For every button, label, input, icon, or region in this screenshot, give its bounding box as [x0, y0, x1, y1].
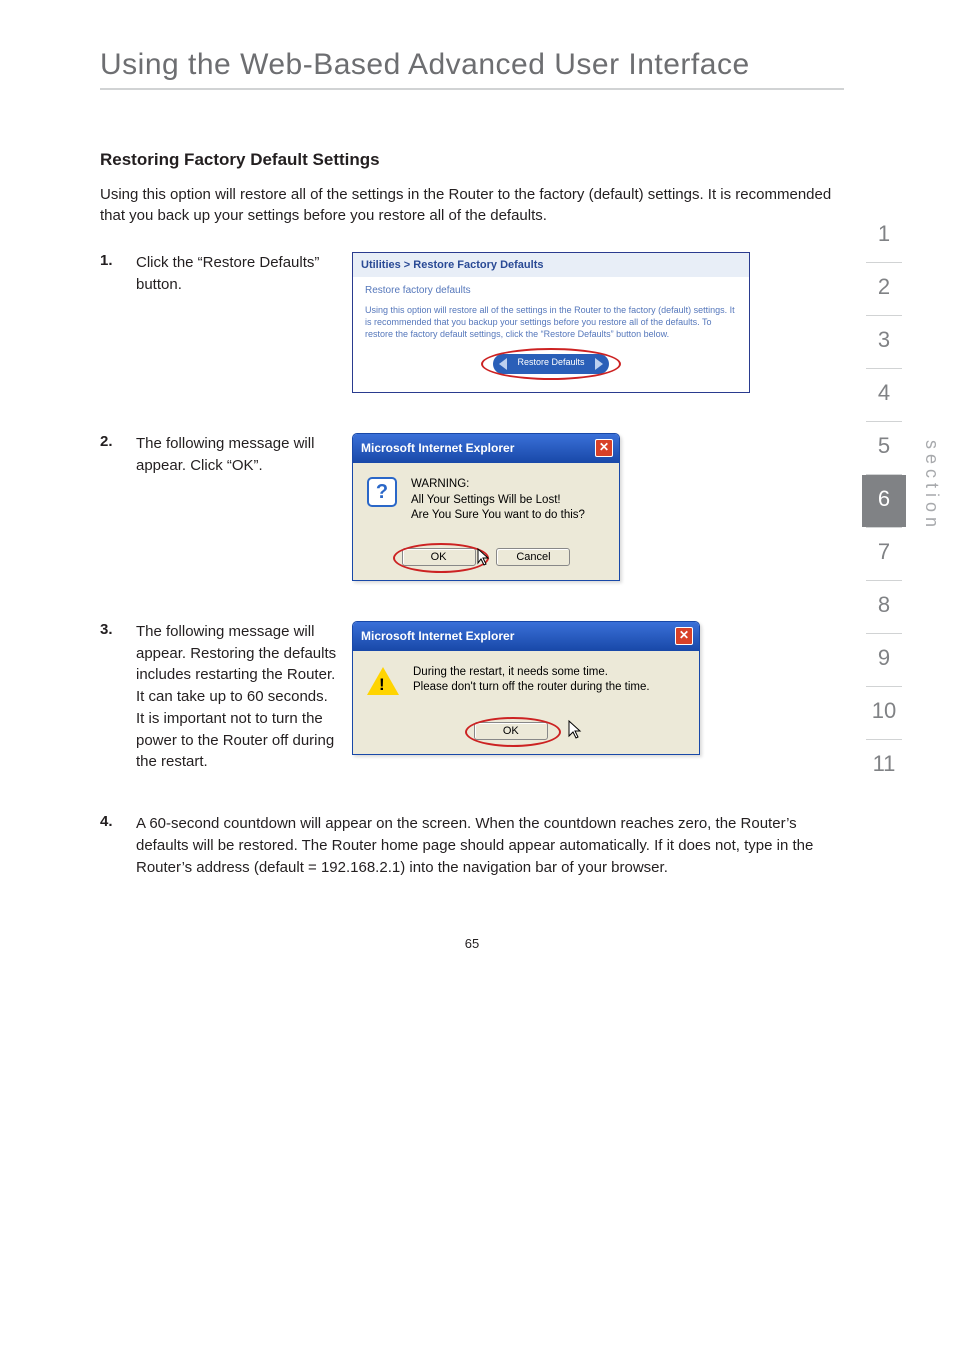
- step-3-number: 3.: [100, 621, 136, 638]
- title-rule: [100, 88, 844, 90]
- tab-3[interactable]: 3: [862, 316, 906, 368]
- dialog3-title: Microsoft Internet Explorer: [361, 629, 514, 643]
- intro-paragraph: Using this option will restore all of th…: [100, 184, 844, 226]
- tab-11[interactable]: 11: [862, 740, 906, 792]
- utilities-description: Using this option will restore all of th…: [365, 304, 737, 340]
- step-4: 4. A 60-second countdown will appear on …: [100, 813, 844, 878]
- question-icon: ?: [367, 477, 397, 507]
- dialog-titlebar: Microsoft Internet Explorer ✕: [353, 434, 619, 463]
- side-tabs: 1 2 3 4 5 6 7 8 9 10 11: [862, 210, 906, 792]
- tab-10[interactable]: 10: [862, 687, 906, 739]
- dialog-title: Microsoft Internet Explorer: [361, 441, 514, 455]
- step-3-text: The following message will appear. Resto…: [136, 621, 352, 773]
- restore-defaults-label: Restore Defaults: [493, 357, 609, 367]
- step-2-text: The following message will appear. Click…: [136, 433, 352, 477]
- dialog3-titlebar: Microsoft Internet Explorer ✕: [353, 622, 699, 651]
- utilities-header: Utilities > Restore Factory Defaults: [353, 253, 749, 277]
- tab-1[interactable]: 1: [862, 210, 906, 262]
- step-1-text: Click the “Restore Defaults” button.: [136, 252, 352, 296]
- side-section-label: section: [921, 440, 942, 532]
- tab-7[interactable]: 7: [862, 528, 906, 580]
- tab-8[interactable]: 8: [862, 581, 906, 633]
- tab-9[interactable]: 9: [862, 634, 906, 686]
- warning-glyph: !: [379, 675, 385, 695]
- utilities-body: Restore factory defaults Using this opti…: [353, 277, 749, 392]
- step-2: 2. The following message will appear. Cl…: [100, 433, 844, 581]
- step-1-screenshot: Utilities > Restore Factory Defaults Res…: [352, 252, 750, 393]
- step-4-number: 4.: [100, 813, 136, 830]
- restart-line1: During the restart, it needs some time.: [413, 666, 608, 678]
- ok-button[interactable]: OK: [402, 548, 476, 566]
- ok-button-3[interactable]: OK: [474, 722, 548, 740]
- dialog3-body: ! During the restart, it needs some time…: [353, 651, 699, 754]
- restart-line2: Please don't turn off the router during …: [413, 681, 650, 693]
- tab-4[interactable]: 4: [862, 369, 906, 421]
- page-title: Using the Web-Based Advanced User Interf…: [100, 48, 844, 82]
- warning-line3: Are You Sure You want to do this?: [411, 509, 585, 521]
- step-1: 1. Click the “Restore Defaults” button. …: [100, 252, 844, 393]
- cancel-button-label: Cancel: [516, 551, 550, 563]
- dialog-body: ? WARNING: All Your Settings Will be Los…: [353, 463, 619, 580]
- warning-line1: WARNING:: [411, 478, 469, 490]
- step-3: 3. The following message will appear. Re…: [100, 621, 844, 773]
- step-3-screenshot: Microsoft Internet Explorer ✕ ! During t…: [352, 621, 700, 755]
- cursor-icon-3: [566, 718, 584, 740]
- dialog3-buttons: OK: [367, 712, 685, 740]
- tab-2[interactable]: 2: [862, 263, 906, 315]
- close-icon-3[interactable]: ✕: [675, 627, 693, 645]
- dialog-content-row: ? WARNING: All Your Settings Will be Los…: [367, 477, 605, 524]
- dialog-buttons: OK Cancel: [367, 540, 605, 566]
- tab-5[interactable]: 5: [862, 422, 906, 474]
- restore-defaults-button[interactable]: Restore Defaults: [493, 354, 609, 374]
- cancel-button[interactable]: Cancel: [496, 548, 570, 566]
- ok-button-3-label: OK: [503, 725, 519, 737]
- step-1-number: 1.: [100, 252, 136, 269]
- ie-dialog-warning: Microsoft Internet Explorer ✕ ? WARNING:…: [352, 433, 620, 581]
- ok-button-label: OK: [431, 551, 447, 563]
- close-icon[interactable]: ✕: [595, 439, 613, 457]
- tab-6[interactable]: 6: [862, 475, 906, 527]
- cursor-icon: [476, 547, 490, 567]
- step-4-text: A 60-second countdown will appear on the…: [136, 813, 844, 878]
- ie-dialog-restart: Microsoft Internet Explorer ✕ ! During t…: [352, 621, 700, 755]
- page-container: Using the Web-Based Advanced User Interf…: [0, 0, 954, 991]
- utilities-subtitle: Restore factory defaults: [365, 285, 737, 296]
- section-title: Restoring Factory Default Settings: [100, 150, 844, 170]
- warning-line2: All Your Settings Will be Lost!: [411, 494, 561, 506]
- dialog3-text: During the restart, it needs some time. …: [413, 665, 650, 696]
- step-2-screenshot: Microsoft Internet Explorer ✕ ? WARNING:…: [352, 433, 620, 581]
- dialog-text: WARNING: All Your Settings Will be Lost!…: [411, 477, 585, 524]
- page-number: 65: [100, 936, 844, 951]
- dialog3-content-row: ! During the restart, it needs some time…: [367, 665, 685, 696]
- utilities-panel: Utilities > Restore Factory Defaults Res…: [352, 252, 750, 393]
- step-2-number: 2.: [100, 433, 136, 450]
- warning-icon: !: [367, 667, 399, 695]
